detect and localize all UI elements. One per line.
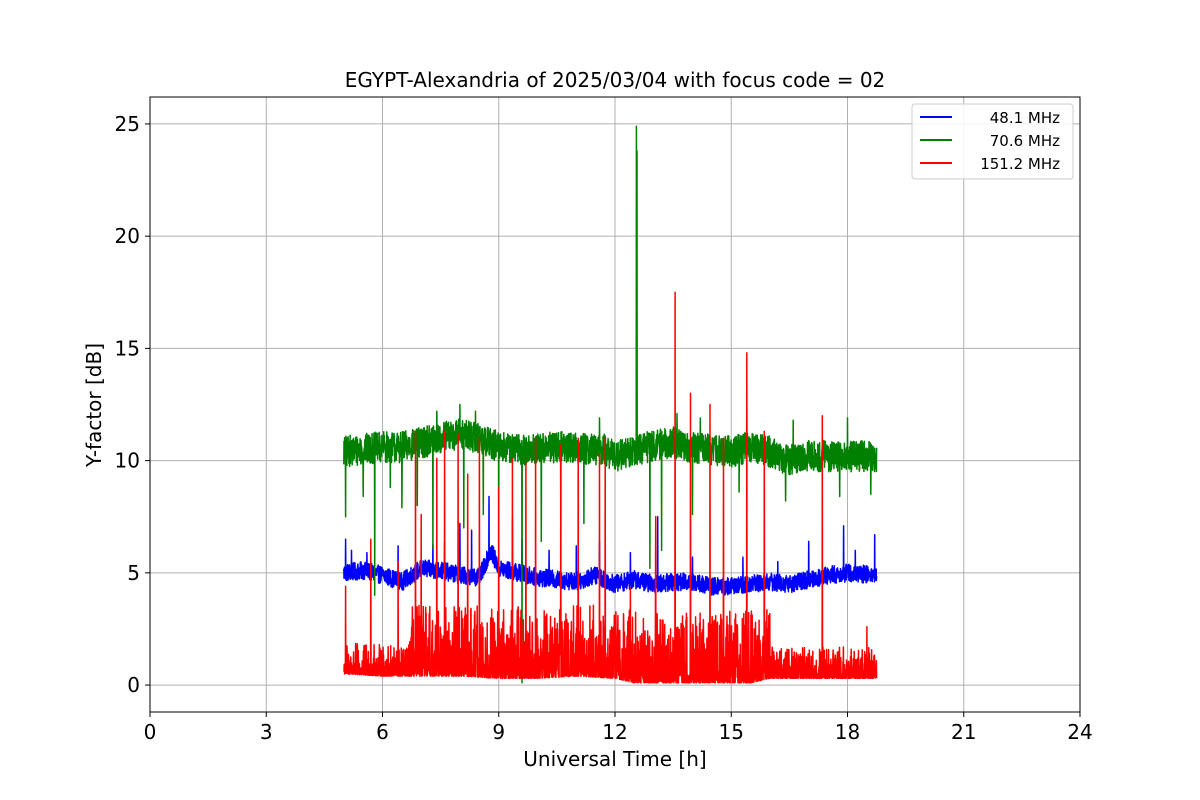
chart-title: EGYPT-Alexandria of 2025/03/04 with focu… (345, 68, 886, 92)
legend-label: 70.6 MHz (990, 132, 1060, 150)
y-tick-label: 0 (127, 673, 140, 697)
x-tick-label: 12 (602, 720, 627, 744)
ticks: 0 3 6 9 12 15 18 21 24 0 5 10 15 20 25 (115, 112, 1093, 744)
x-tick-label: 0 (144, 720, 157, 744)
legend-label: 151.2 MHz (980, 155, 1060, 173)
x-tick-label: 9 (492, 720, 505, 744)
y-tick-label: 10 (115, 449, 140, 473)
x-tick-label: 6 (376, 720, 389, 744)
series-line-2 (343, 125, 878, 684)
y-tick-label: 20 (115, 224, 140, 248)
series-line-1 (343, 495, 878, 596)
x-tick-label: 21 (951, 720, 976, 744)
x-tick-label: 24 (1067, 720, 1092, 744)
y-tick-label: 25 (115, 112, 140, 136)
y-axis-label: Y-factor [dB] (82, 343, 106, 468)
x-tick-label: 15 (719, 720, 744, 744)
series-line-3 (343, 291, 878, 684)
legend: 48.1 MHz 70.6 MHz 151.2 MHz (911, 103, 1074, 180)
x-tick-label: 3 (260, 720, 273, 744)
x-axis-label: Universal Time [h] (523, 747, 706, 771)
y-tick-label: 5 (127, 561, 140, 585)
x-tick-label: 18 (835, 720, 860, 744)
y-tick-label: 15 (115, 336, 140, 360)
legend-label: 48.1 MHz (990, 109, 1060, 127)
legend-box (911, 103, 1074, 180)
series-layer (343, 125, 878, 684)
